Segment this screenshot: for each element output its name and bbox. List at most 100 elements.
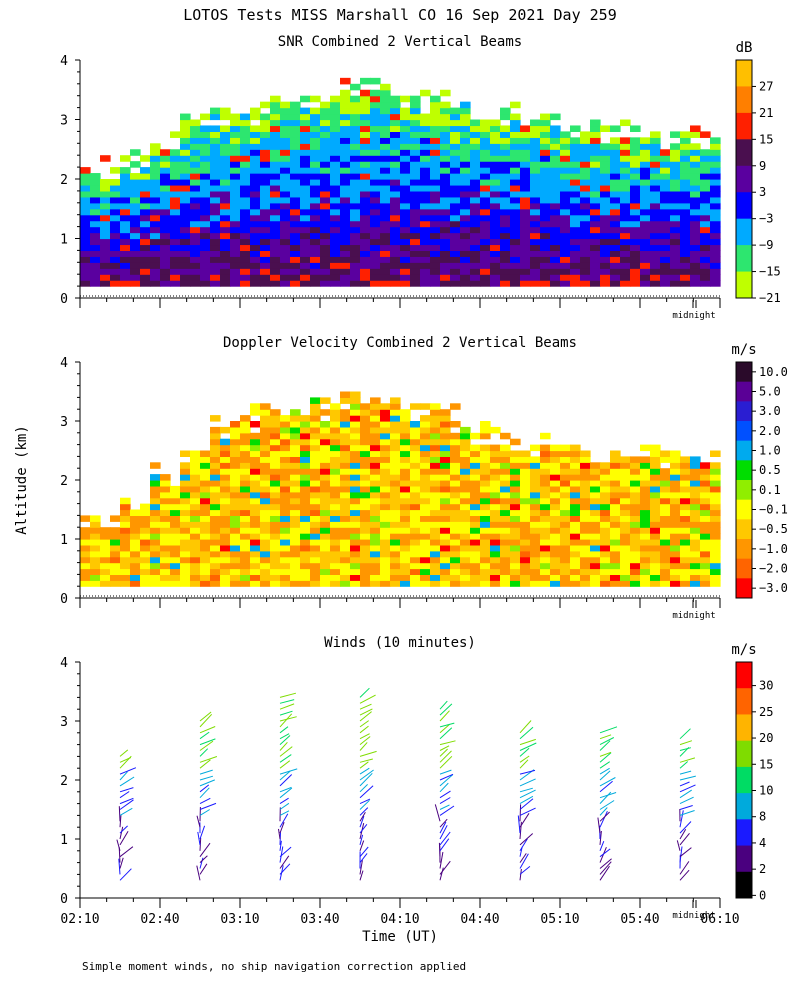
heatmap-cell (140, 256, 151, 263)
heatmap-cell (220, 562, 231, 570)
heatmap-cell (270, 173, 281, 180)
heatmap-cell (340, 101, 351, 109)
heatmap-cell (690, 533, 701, 540)
wind-barb (679, 810, 695, 816)
heatmap-cell (340, 226, 351, 234)
heatmap-cell (700, 468, 711, 475)
heatmap-cell (360, 468, 371, 475)
heatmap-cell (260, 113, 271, 121)
heatmap-cell (450, 574, 461, 581)
heatmap-cell (620, 262, 631, 269)
heatmap-cell (130, 509, 141, 516)
heatmap-cell (170, 262, 181, 269)
heatmap-cell (130, 190, 141, 198)
heatmap-cell (290, 262, 301, 269)
heatmap-cell (300, 131, 311, 138)
heatmap-cell (490, 485, 501, 493)
heatmap-cell (410, 238, 421, 246)
heatmap-cell (160, 550, 171, 558)
heatmap-cell (560, 167, 571, 174)
wind-barb (599, 734, 612, 740)
heatmap-cell (140, 262, 151, 269)
heatmap-cell (640, 161, 651, 168)
heatmap-cell (650, 580, 661, 587)
heatmap-cell (410, 515, 421, 522)
wind-barb (119, 787, 134, 793)
heatmap-cell (590, 161, 601, 168)
heatmap-cell (420, 462, 431, 469)
heatmap-cell (550, 280, 561, 287)
heatmap-cell (510, 480, 521, 487)
heatmap-cell (350, 580, 361, 587)
heatmap-cell (660, 226, 671, 234)
heatmap-cell (470, 184, 481, 192)
heatmap-cell (460, 262, 471, 269)
heatmap-cell (100, 190, 111, 198)
heatmap-cell (210, 450, 221, 457)
heatmap-cell (330, 119, 341, 127)
heatmap-cell (490, 196, 501, 204)
heatmap-cell (660, 562, 671, 570)
heatmap-cell (370, 262, 381, 269)
heatmap-cell (490, 119, 501, 127)
heatmap-cell (120, 550, 131, 558)
heatmap-cell (560, 444, 571, 452)
heatmap-cell (360, 268, 371, 275)
wind-barb (439, 740, 456, 746)
heatmap-cell (700, 515, 711, 522)
heatmap-cell (660, 580, 671, 587)
heatmap-cell (340, 544, 351, 552)
heatmap-cell (290, 497, 301, 505)
heatmap-cell (520, 244, 531, 251)
heatmap-cell (510, 184, 521, 192)
heatmap-cell (370, 468, 381, 475)
heatmap-cell (310, 143, 321, 150)
heatmap-cell (690, 262, 701, 269)
heatmap-cell (670, 155, 681, 162)
heatmap-cell (360, 244, 371, 251)
y-tick-label: 3 (60, 114, 68, 129)
heatmap-cell (210, 509, 221, 516)
heatmap-cell (400, 474, 411, 481)
heatmap-cell (480, 190, 491, 198)
colorbar-label: 3 (759, 185, 766, 199)
heatmap-cell (390, 432, 401, 440)
heatmap-cell (640, 444, 651, 452)
heatmap-cell (580, 533, 591, 540)
heatmap-cell (420, 550, 431, 558)
heatmap-cell (450, 214, 461, 222)
heatmap-cell (180, 562, 191, 570)
heatmap-cell (370, 244, 381, 251)
heatmap-cell (680, 184, 691, 192)
wind-barb (439, 700, 448, 710)
heatmap-cell (190, 544, 201, 552)
heatmap-cell (210, 232, 221, 240)
heatmap-cell (190, 137, 201, 144)
heatmap-cell (280, 415, 291, 422)
heatmap-cell (450, 184, 461, 192)
heatmap-cell (290, 574, 301, 581)
heatmap-cell (90, 196, 101, 204)
heatmap-cell (640, 280, 651, 287)
heatmap-cell (290, 556, 301, 564)
heatmap-cell (610, 474, 621, 481)
heatmap-cell (230, 256, 241, 263)
heatmap-cell (360, 250, 371, 257)
heatmap-cell (430, 220, 441, 228)
heatmap-cell (80, 196, 91, 204)
heatmap-cell (360, 226, 371, 234)
heatmap-cell (660, 208, 671, 216)
wind-barb (439, 804, 450, 810)
heatmap-cell (260, 220, 271, 228)
y-tick-label: 3 (60, 715, 68, 730)
heatmap-cell (310, 179, 321, 186)
heatmap-cell (200, 155, 211, 162)
heatmap-cell (570, 580, 581, 587)
heatmap-cell (650, 184, 661, 192)
heatmap-cell (380, 220, 391, 228)
heatmap-cell (280, 274, 291, 281)
heatmap-cell (330, 409, 341, 416)
heatmap-cell (280, 280, 291, 287)
heatmap-cell (270, 202, 281, 210)
heatmap-cell (370, 232, 381, 240)
